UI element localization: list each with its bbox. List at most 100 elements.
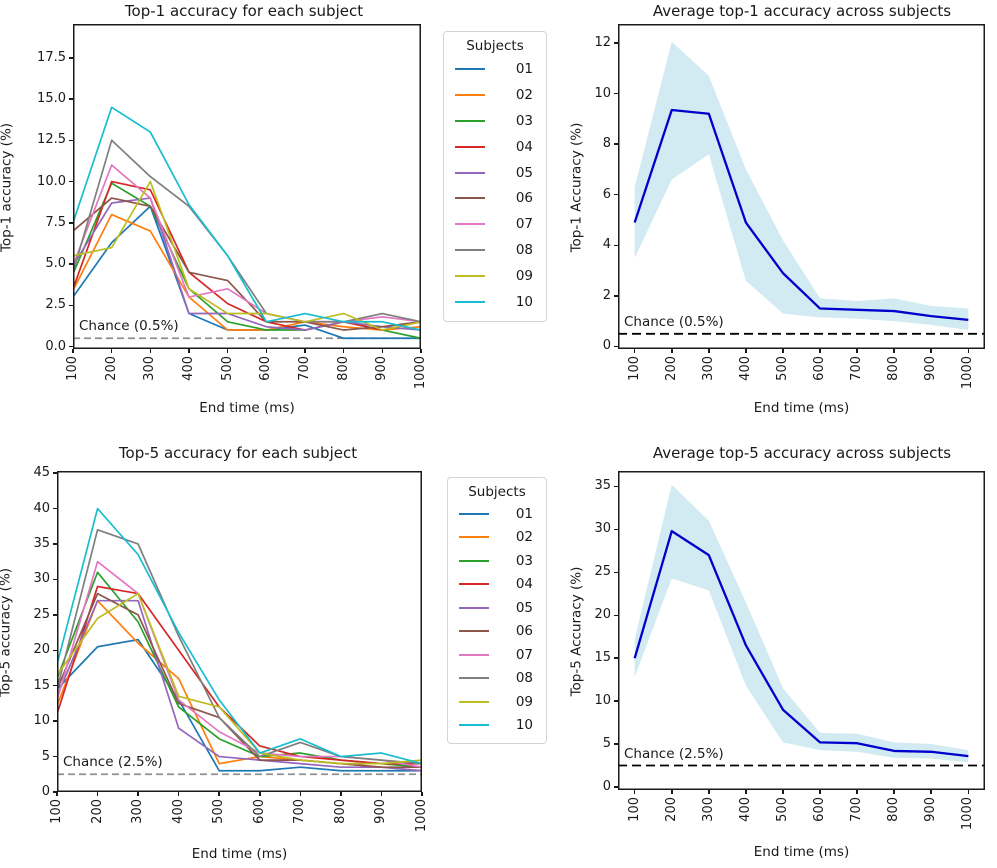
x-tick-label: 800 — [332, 799, 348, 824]
y-tick-mark — [614, 614, 618, 616]
legend-line-swatch — [459, 583, 489, 586]
x-tick-label: 400 — [170, 799, 186, 824]
legend-line-swatch — [459, 724, 489, 727]
series-line-03 — [72, 182, 422, 340]
y-tick-label: 15.0 — [37, 91, 66, 107]
y-tick-label: 2.5 — [45, 297, 66, 313]
x-tick-mark — [342, 349, 345, 353]
legend-entry-label: 07 — [515, 216, 533, 233]
y-tick-mark — [53, 649, 57, 652]
chart-title: Average top-5 accuracy across subjects — [652, 444, 952, 462]
x-tick-mark — [745, 349, 747, 353]
y-tick-label: 0 — [602, 778, 611, 794]
plot-area — [618, 24, 985, 349]
legend-line-swatch — [455, 145, 485, 148]
legend-entry-09: 09 — [444, 263, 546, 289]
x-tick-label: 900 — [923, 797, 939, 822]
x-tick-label: 200 — [663, 356, 679, 381]
series-line-07 — [72, 164, 422, 323]
x-tick-label: 400 — [181, 356, 196, 381]
x-tick-mark — [671, 349, 673, 353]
y-tick-mark — [69, 222, 73, 224]
x-tick-mark — [177, 792, 180, 796]
x-tick-label: 400 — [737, 356, 753, 381]
y-tick-mark — [614, 92, 618, 95]
plot-area — [72, 24, 422, 349]
axes-frame — [57, 471, 422, 792]
legend-line-swatch — [459, 677, 489, 680]
y-tick-mark — [53, 507, 57, 510]
legend-entry-04: 04 — [448, 573, 546, 597]
y-tick-mark — [614, 528, 618, 531]
y-tick-mark — [53, 578, 57, 581]
legend-title: Subjects — [468, 484, 526, 500]
x-axis-label: End time (ms) — [753, 844, 850, 860]
y-tick-label: 20 — [33, 642, 50, 658]
y-tick-mark — [69, 263, 73, 265]
y-tick-label: 5.0 — [45, 256, 66, 272]
confidence-band — [634, 41, 969, 331]
x-tick-label: 600 — [812, 797, 828, 822]
y-tick-label: 20 — [594, 607, 611, 623]
y-tick-label: 4 — [602, 237, 611, 253]
x-axis-label: End time (ms) — [199, 400, 295, 416]
x-tick-label: 1000 — [960, 356, 976, 390]
legend-entry-08: 08 — [448, 667, 546, 691]
x-tick-mark — [671, 790, 673, 794]
y-tick-label: 15 — [33, 677, 50, 693]
y-tick-mark — [53, 472, 57, 474]
series-line-10 — [56, 507, 423, 765]
y-tick-label: 35 — [33, 535, 50, 551]
x-tick-mark — [265, 349, 268, 353]
x-tick-label: 600 — [812, 356, 828, 381]
x-tick-label: 100 — [49, 799, 64, 824]
x-tick-mark — [745, 790, 747, 794]
legend-entry-label: 03 — [515, 552, 533, 569]
x-tick-mark — [56, 792, 58, 796]
y-tick-mark — [614, 193, 618, 196]
series-line-04 — [72, 180, 422, 331]
y-tick-label: 2 — [602, 287, 611, 303]
y-tick-mark — [53, 791, 57, 793]
y-tick-label: 0 — [41, 784, 50, 799]
y-tick-label: 5 — [41, 748, 50, 764]
legend-line-swatch — [455, 300, 485, 303]
x-tick-mark — [110, 349, 113, 353]
series-line-06 — [72, 197, 422, 331]
series-line-05 — [72, 197, 422, 331]
legend-entry-09: 09 — [448, 690, 546, 714]
x-tick-label: 300 — [700, 356, 716, 381]
x-tick-mark — [930, 790, 932, 794]
y-tick-mark — [53, 684, 57, 687]
legend-entry-label: 04 — [515, 576, 533, 593]
legend-line-swatch — [455, 275, 485, 278]
legend-entry-label: 08 — [515, 242, 533, 259]
x-tick-mark — [708, 349, 710, 353]
axes-frame — [73, 24, 421, 349]
legend-line-swatch — [459, 559, 489, 562]
y-tick-label: 12.5 — [37, 132, 66, 148]
x-tick-mark — [633, 349, 636, 353]
y-tick-label: 0.0 — [45, 338, 66, 354]
legend-entry-10: 10 — [444, 289, 546, 315]
y-tick-mark — [614, 571, 618, 574]
x-tick-label: 300 — [130, 799, 146, 824]
x-tick-label: 600 — [251, 799, 267, 824]
legend-entry-07: 07 — [448, 643, 546, 667]
legend-entry-01: 01 — [444, 56, 546, 82]
x-tick-mark — [304, 349, 306, 353]
legend-title: Subjects — [466, 38, 524, 54]
x-axis-label: End time (ms) — [191, 846, 288, 862]
legend-line-swatch — [455, 93, 485, 96]
plot-svg — [72, 24, 422, 349]
legend-entry-label: 01 — [515, 60, 533, 77]
legend-entry-02: 02 — [444, 82, 546, 108]
x-tick-mark — [893, 349, 895, 353]
x-tick-mark — [381, 349, 384, 353]
legend-entry-06: 06 — [444, 185, 546, 211]
x-tick-label: 200 — [89, 799, 105, 824]
x-tick-mark — [149, 349, 152, 353]
legend-entry-05: 05 — [444, 160, 546, 186]
series-line-01 — [56, 638, 422, 772]
